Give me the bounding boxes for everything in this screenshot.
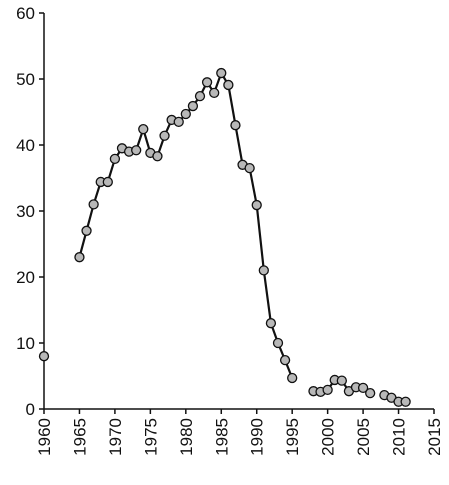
marker — [287, 372, 298, 384]
line — [78, 70, 406, 403]
marker — [38, 351, 50, 362]
x-tick-label: 1970 — [106, 418, 125, 456]
marker — [357, 382, 369, 394]
y-tick-label: 60 — [16, 4, 35, 23]
marker — [131, 145, 142, 156]
x-tick-label: 1995 — [283, 418, 302, 456]
marker — [201, 77, 213, 88]
x-tick-label: 2000 — [319, 418, 338, 456]
marker — [187, 100, 199, 112]
x-tick-label: 1985 — [212, 418, 231, 456]
marker — [216, 67, 227, 79]
y-tick-label: 50 — [16, 70, 35, 89]
marker — [365, 388, 376, 399]
x-tick-label: 1990 — [248, 418, 267, 456]
marker — [152, 151, 163, 162]
marker — [279, 355, 291, 366]
marker — [251, 199, 262, 211]
marker — [159, 130, 170, 141]
marker — [180, 108, 191, 120]
y-tick-label: 10 — [16, 334, 35, 353]
marker — [102, 176, 113, 188]
marker — [88, 199, 99, 210]
marker — [244, 162, 255, 174]
marker — [74, 252, 85, 263]
y-tick-label: 20 — [16, 268, 35, 287]
y-tick-label: 30 — [16, 202, 35, 221]
marker — [322, 384, 333, 396]
marker — [223, 79, 234, 91]
marker — [173, 116, 184, 128]
x-tick-label: 2015 — [425, 418, 444, 456]
x-tick-label: 1960 — [35, 418, 54, 456]
marker — [258, 265, 269, 276]
marker — [265, 318, 277, 329]
x-tick-label: 1980 — [177, 418, 196, 456]
marker — [209, 87, 220, 99]
x-tick-label: 1965 — [70, 418, 89, 456]
y-tick-label: 0 — [26, 400, 35, 419]
marker — [109, 153, 121, 165]
marker — [336, 375, 347, 386]
marker — [400, 396, 411, 407]
marker — [230, 120, 241, 131]
marker — [194, 91, 206, 102]
marker — [138, 124, 149, 135]
marker — [272, 337, 284, 349]
x-tick-label: 2005 — [354, 418, 373, 456]
x-tick-label: 1975 — [141, 418, 160, 456]
y-tick-label: 40 — [16, 136, 35, 155]
x-tick-label: 2010 — [390, 418, 409, 456]
marker — [81, 225, 92, 236]
